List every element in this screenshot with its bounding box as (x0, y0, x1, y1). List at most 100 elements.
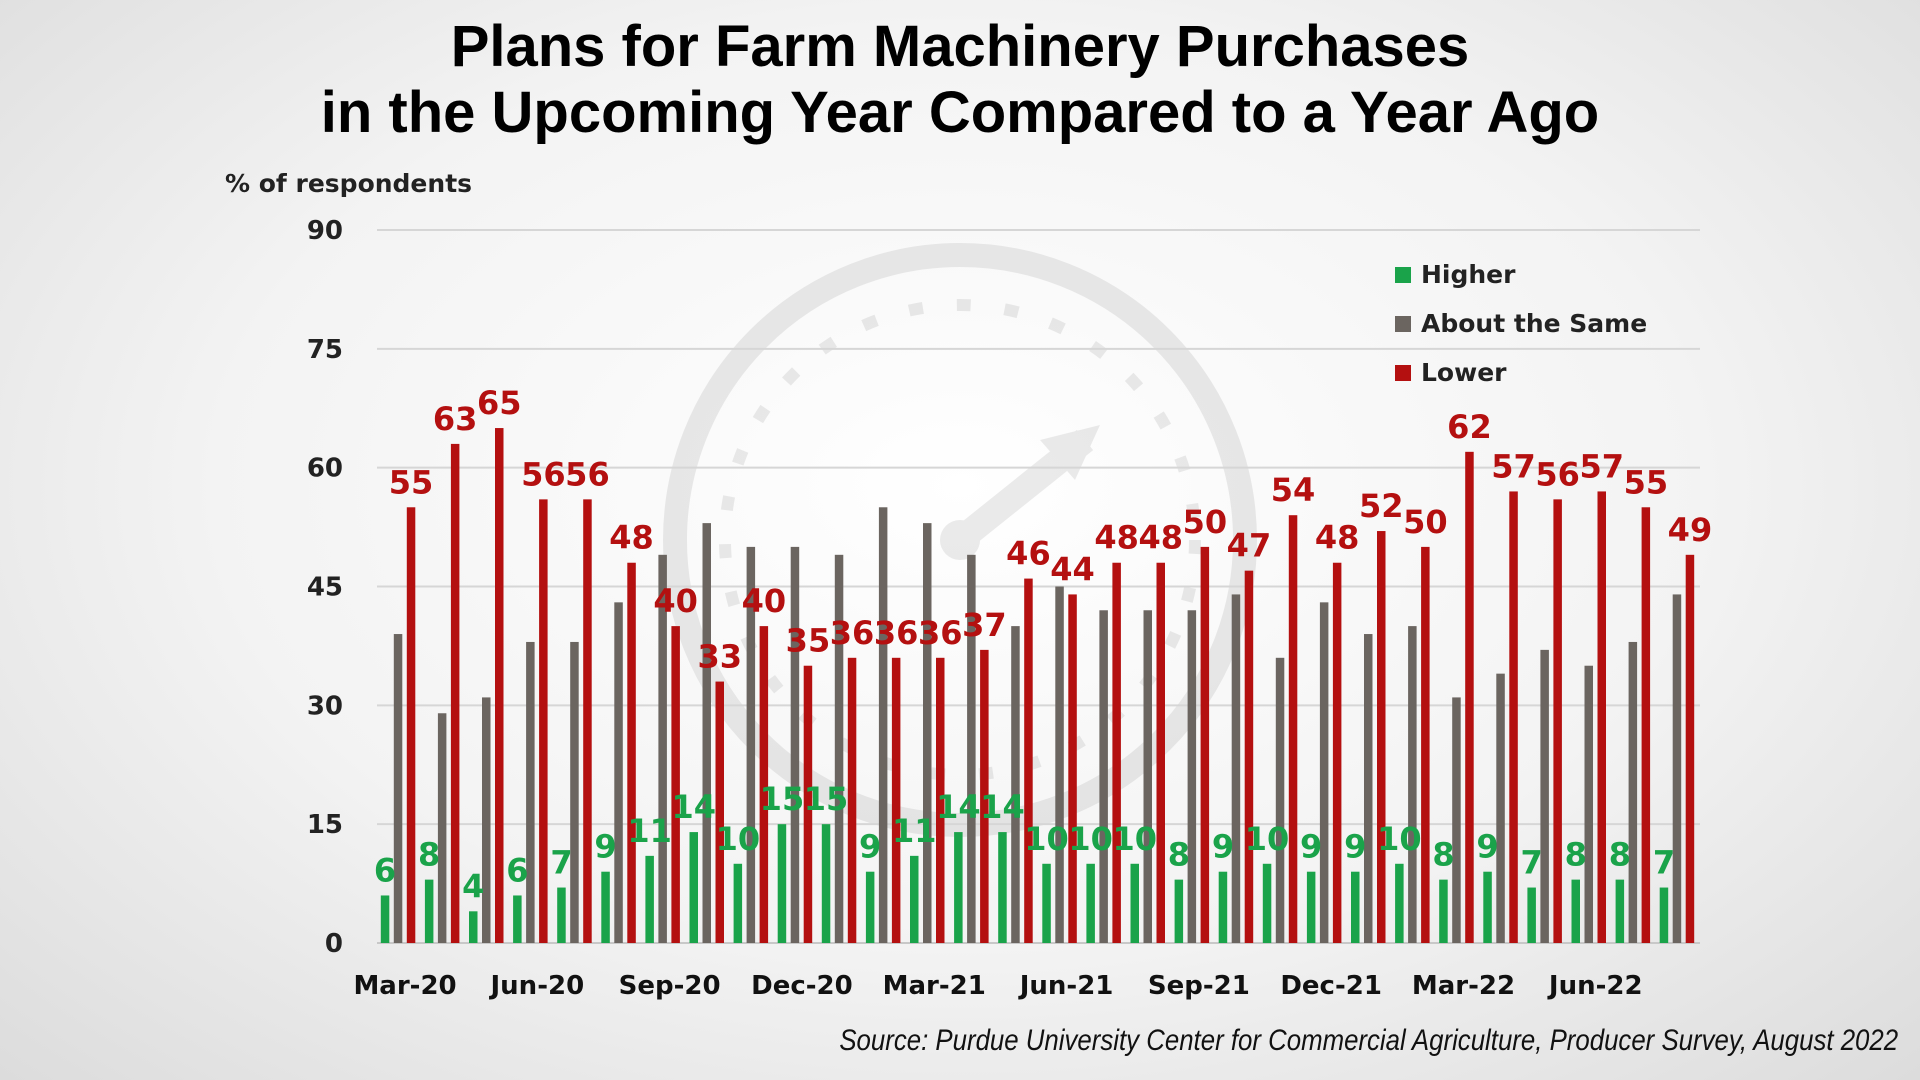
bar-higher (1571, 879, 1580, 943)
data-label-lower: 56 (521, 455, 566, 493)
bar-higher (380, 895, 390, 943)
bars (380, 428, 1695, 943)
data-label-lower: 40 (653, 582, 698, 620)
data-label-lower: 57 (1579, 447, 1624, 485)
bar-same (570, 641, 579, 943)
data-label-lower: 56 (1535, 455, 1580, 493)
bar-same (658, 554, 667, 943)
y-tick-label: 60 (307, 454, 343, 484)
bar-same (482, 697, 491, 943)
data-label-lower: 44 (1050, 550, 1095, 588)
data-label-lower: 47 (1227, 527, 1272, 565)
bar-higher (1042, 863, 1051, 943)
bar-higher (865, 871, 875, 943)
bar-lower (715, 681, 724, 943)
data-label-lower: 33 (697, 638, 742, 676)
legend-item-same: About the Same (1395, 299, 1647, 348)
legend-label-higher: Higher (1421, 260, 1516, 289)
bar-lower (891, 657, 901, 943)
data-label-lower: 48 (1315, 519, 1360, 557)
data-label-higher: 8 (1432, 836, 1454, 874)
data-label-higher: 10 (1245, 820, 1290, 858)
data-label-higher: 15 (804, 780, 849, 818)
data-label-higher: 14 (936, 788, 981, 826)
bar-same (1187, 610, 1197, 943)
bar-lower (1068, 594, 1077, 943)
bar-same (1408, 626, 1417, 943)
data-label-lower: 65 (477, 384, 522, 422)
bar-lower (1288, 515, 1298, 943)
bar-same (746, 546, 756, 943)
bar-same (1319, 602, 1329, 943)
bar-lower (1024, 578, 1033, 943)
bar-lower (1377, 531, 1386, 943)
data-label-lower: 55 (1624, 463, 1669, 501)
bar-same (1364, 634, 1373, 943)
data-label-higher: 11 (892, 812, 937, 850)
bar-lower (1641, 507, 1651, 943)
data-label-higher: 6 (374, 851, 396, 889)
bar-higher (777, 824, 787, 943)
bar-lower (671, 626, 680, 943)
bar-same (790, 546, 800, 943)
bar-same (1143, 610, 1152, 943)
bar-higher (645, 855, 654, 943)
bar-lower (450, 443, 460, 943)
bar-lower (1597, 491, 1606, 943)
bar-same (878, 507, 888, 943)
data-label-higher: 9 (1476, 828, 1498, 866)
bar-same (1672, 594, 1682, 943)
bar-lower (406, 507, 416, 943)
data-label-lower: 48 (1138, 519, 1183, 557)
bar-lower (1156, 562, 1165, 943)
x-tick-label: Mar-22 (1412, 971, 1515, 1001)
data-label-higher: 9 (594, 828, 616, 866)
bar-same (393, 634, 403, 943)
bar-lower (1509, 491, 1518, 943)
data-label-higher: 11 (627, 812, 672, 850)
data-label-lower: 46 (1006, 535, 1051, 573)
bar-same (437, 713, 447, 943)
data-label-lower: 55 (389, 463, 434, 501)
x-tick-label: Sep-20 (619, 971, 721, 1001)
bar-higher (1659, 887, 1669, 943)
bar-lower (1112, 562, 1121, 943)
bar-lower (495, 428, 504, 943)
bar-lower (1421, 546, 1430, 943)
bar-higher (469, 911, 478, 943)
data-label-lower: 40 (742, 582, 787, 620)
y-tick-label: 15 (307, 810, 343, 840)
x-tick-label: Dec-20 (751, 971, 853, 1001)
data-label-lower: 50 (1403, 503, 1448, 541)
data-label-lower: 52 (1359, 487, 1404, 525)
data-label-higher: 10 (1112, 820, 1157, 858)
bar-same (1584, 665, 1593, 943)
data-label-higher: 9 (1300, 828, 1322, 866)
data-label-higher: 8 (418, 836, 440, 874)
x-tick-label: Mar-21 (883, 971, 986, 1001)
data-label-higher: 8 (1565, 836, 1587, 874)
data-label-lower: 36 (830, 614, 875, 652)
data-label-lower: 35 (786, 622, 831, 660)
y-tick-label: 90 (307, 216, 343, 246)
data-label-higher: 8 (1168, 836, 1190, 874)
bar-higher (1262, 863, 1272, 943)
bar-higher (954, 832, 963, 943)
data-label-higher: 7 (1653, 844, 1675, 882)
y-axis-tick-labels: 0 15 30 45 60 75 90 (307, 216, 343, 959)
data-label-higher: 14 (980, 788, 1025, 826)
data-label-higher: 8 (1609, 836, 1631, 874)
legend-item-lower: Lower (1395, 348, 1647, 397)
y-axis-label: % of respondents (225, 169, 472, 198)
bar-higher (1174, 879, 1184, 943)
bar-lower (803, 665, 813, 943)
data-label-higher: 10 (1068, 820, 1113, 858)
bar-same (1055, 586, 1064, 943)
bar-lower (759, 626, 769, 943)
bar-higher (1218, 871, 1228, 943)
bar-same (526, 641, 535, 943)
bar-same (967, 554, 976, 943)
bar-higher (1306, 871, 1316, 943)
data-label-higher: 9 (1212, 828, 1234, 866)
